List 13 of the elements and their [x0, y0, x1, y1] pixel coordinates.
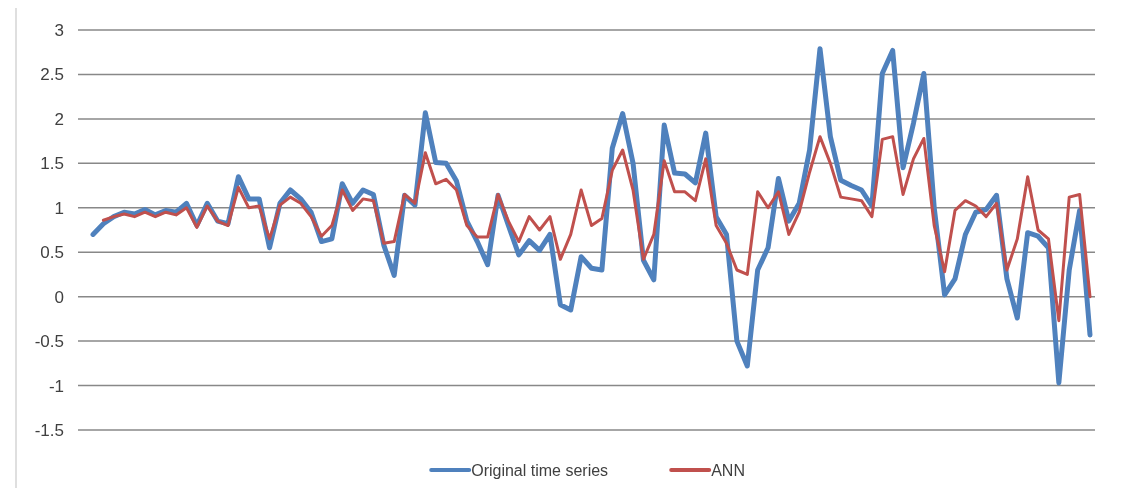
y-tick-label: 0.5: [40, 243, 64, 263]
y-tick-label: 3: [54, 20, 64, 40]
legend-label: Original time series: [471, 461, 609, 479]
y-tick-label: 1.5: [40, 154, 64, 174]
y-tick-label: -1.5: [34, 420, 64, 440]
y-tick-label: 0: [54, 287, 64, 307]
y-tick-label: 1: [54, 198, 64, 218]
legend-label: ANN: [711, 461, 745, 479]
y-tick-label: -0.5: [34, 332, 64, 352]
y-tick-label: 2.5: [40, 65, 64, 85]
y-tick-label: 2: [54, 109, 64, 129]
y-tick-label: -1: [48, 376, 64, 396]
line-series: [101, 135, 1092, 323]
